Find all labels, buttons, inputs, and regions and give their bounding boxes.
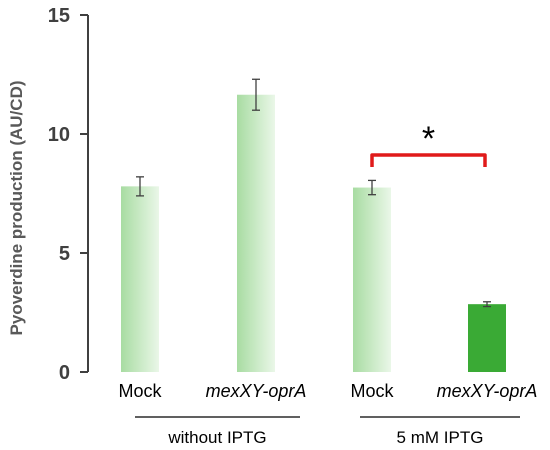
group-label-1: without IPTG bbox=[167, 428, 266, 447]
y-tick-label: 0 bbox=[59, 362, 70, 384]
y-tick-labels: 0 5 10 15 bbox=[48, 5, 88, 384]
error-bar-3 bbox=[368, 179, 376, 196]
significance-bracket-line bbox=[370, 153, 487, 167]
error-bar-2 bbox=[252, 78, 260, 111]
y-tick-label: 5 bbox=[59, 243, 70, 265]
category-label-3: Mock bbox=[350, 381, 394, 401]
bar-4 bbox=[468, 304, 506, 372]
significance-star: * bbox=[422, 120, 435, 158]
bar-1 bbox=[121, 186, 159, 372]
bar-2 bbox=[237, 94, 275, 372]
y-tick-label: 10 bbox=[48, 124, 70, 146]
error-bar-1 bbox=[136, 176, 144, 197]
significance-bracket: * bbox=[370, 120, 487, 167]
category-label-2: mexXY-oprA bbox=[206, 381, 307, 401]
category-label-4: mexXY-oprA bbox=[437, 381, 538, 401]
bar-3 bbox=[353, 187, 391, 372]
category-labels: Mock mexXY-oprA Mock mexXY-oprA bbox=[118, 381, 537, 401]
error-bars bbox=[136, 78, 491, 308]
group-labels: without IPTG 5 mM IPTG bbox=[135, 416, 520, 447]
bars bbox=[121, 94, 506, 372]
y-tick-label: 15 bbox=[48, 5, 70, 27]
group-label-2: 5 mM IPTG bbox=[397, 428, 484, 447]
error-bar-4 bbox=[483, 301, 491, 308]
y-axis-label: Pyoverdine production (AU/CD) bbox=[7, 80, 26, 335]
category-label-1: Mock bbox=[118, 381, 162, 401]
